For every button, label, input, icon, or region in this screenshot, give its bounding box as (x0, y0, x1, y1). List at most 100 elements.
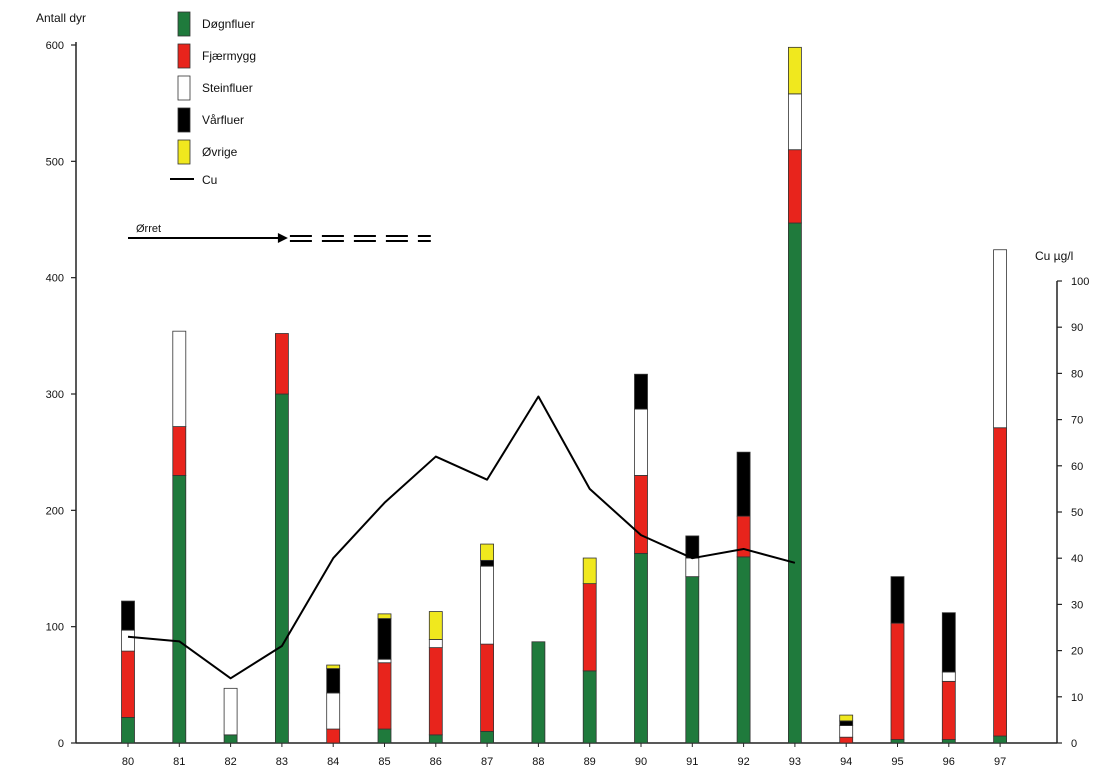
y2-tick-label: 40 (1071, 553, 1083, 565)
bar-segment (634, 552, 648, 744)
legend-swatch (177, 107, 191, 133)
bar-segment (223, 687, 238, 736)
y2-tick-label: 100 (1071, 276, 1089, 288)
x-tick-label: 90 (635, 756, 647, 768)
labels: 0 100 200 300 400 500 600 0 10 20 30 40 50 60 70 80 90 10… (36, 11, 1089, 768)
bar-segment (428, 647, 443, 736)
bar-segment (788, 93, 802, 151)
cu-line-group (127, 395, 796, 680)
bar-segment (274, 393, 289, 744)
bar-segment (326, 728, 341, 744)
bar-segment (993, 427, 1007, 737)
bar-segment (428, 734, 443, 744)
bar-segment (480, 730, 495, 744)
x-tick-label: 87 (481, 756, 493, 768)
x-tick-label: 91 (686, 756, 698, 768)
bar-segment (736, 556, 751, 744)
x-tick-label: 96 (943, 756, 955, 768)
bar-segment (685, 535, 700, 559)
legend: Døgnfluer Fjærmygg Steinfluer Vårfluer Øvrig… (170, 11, 256, 187)
bar-segment (634, 373, 648, 410)
bar-segment (121, 650, 135, 718)
bar-segment (941, 612, 956, 673)
x-tick-label: 82 (224, 756, 236, 768)
y2-tick-label: 0 (1071, 738, 1077, 750)
y2-tick-label: 50 (1071, 507, 1083, 519)
x-tick-label: 95 (891, 756, 903, 768)
bar-segment (326, 692, 341, 730)
x-tick-label: 88 (532, 756, 544, 768)
bar-segment (172, 426, 187, 476)
orret-label: Ørret (136, 223, 161, 235)
legend-label: Steinfluer (202, 81, 253, 95)
bar-segment (326, 664, 341, 669)
bar-segment (839, 720, 854, 726)
y2-tick-label: 90 (1071, 322, 1083, 334)
x-tick-label: 84 (327, 756, 339, 768)
bar-segment (377, 662, 392, 730)
bar-segment (788, 149, 802, 224)
bar-segment (993, 249, 1007, 429)
bar-segment (480, 565, 495, 645)
bar-segment (685, 557, 700, 578)
legend-label: Fjærmygg (202, 49, 256, 63)
x-tick-label: 86 (430, 756, 442, 768)
bar-segment (582, 583, 597, 672)
y-tick-label: 200 (46, 505, 64, 517)
bar-segment (172, 475, 187, 744)
bar-segment (172, 330, 187, 427)
y-tick-label: 500 (46, 156, 64, 168)
y-axis-title: Antall dyr (36, 11, 86, 25)
x-tick-label: 93 (789, 756, 801, 768)
x-tick-label: 97 (994, 756, 1006, 768)
legend-label: Cu (202, 173, 217, 187)
bar-segment (582, 557, 597, 585)
bar-segment (377, 728, 392, 744)
y-tick-label: 400 (46, 273, 64, 285)
x-tick-label: 89 (584, 756, 596, 768)
y-tick-label: 100 (46, 622, 64, 634)
bar-segment (428, 639, 443, 649)
bar-segment (531, 641, 546, 744)
bar-segment (634, 408, 648, 476)
legend-label: Døgnfluer (202, 17, 255, 31)
x-tick-label: 81 (173, 756, 185, 768)
x-tick-label: 80 (122, 756, 134, 768)
legend-swatch (177, 75, 191, 101)
y2-tick-label: 80 (1071, 368, 1083, 380)
x-tick-label: 83 (276, 756, 288, 768)
bars (121, 46, 1007, 744)
bar-segment (326, 668, 341, 694)
annotation: Ørret (128, 223, 431, 243)
bar-segment (377, 613, 392, 619)
y-tick-label: 600 (46, 40, 64, 52)
bar-segment (788, 46, 802, 95)
bar-segment (839, 736, 854, 744)
legend-label: Vårfluer (202, 113, 244, 127)
bar-segment (634, 475, 648, 554)
bar-segment (121, 717, 135, 744)
bar-segment (377, 658, 392, 664)
bar-segment (890, 739, 905, 744)
x-tick-label: 94 (840, 756, 852, 768)
bar-segment (993, 735, 1007, 744)
y2-tick-label: 70 (1071, 415, 1083, 427)
y2-tick-label: 60 (1071, 461, 1083, 473)
bar-segment (941, 671, 956, 682)
x-tick-label: 85 (378, 756, 390, 768)
legend-swatch (177, 139, 191, 165)
bar-segment (839, 725, 854, 738)
bar-segment (121, 600, 135, 631)
y2-tick-label: 10 (1071, 692, 1083, 704)
y2-tick-label: 30 (1071, 599, 1083, 611)
y2-tick-label: 20 (1071, 646, 1083, 658)
y2-axis-title: Cu µg/l (1035, 249, 1073, 263)
legend-swatch (177, 43, 191, 69)
bar-segment (839, 714, 854, 722)
bar-segment (941, 680, 956, 740)
x-tick-label: 92 (737, 756, 749, 768)
bar-segment (736, 451, 751, 517)
bar-segment (890, 622, 905, 740)
bar-segment (480, 643, 495, 732)
